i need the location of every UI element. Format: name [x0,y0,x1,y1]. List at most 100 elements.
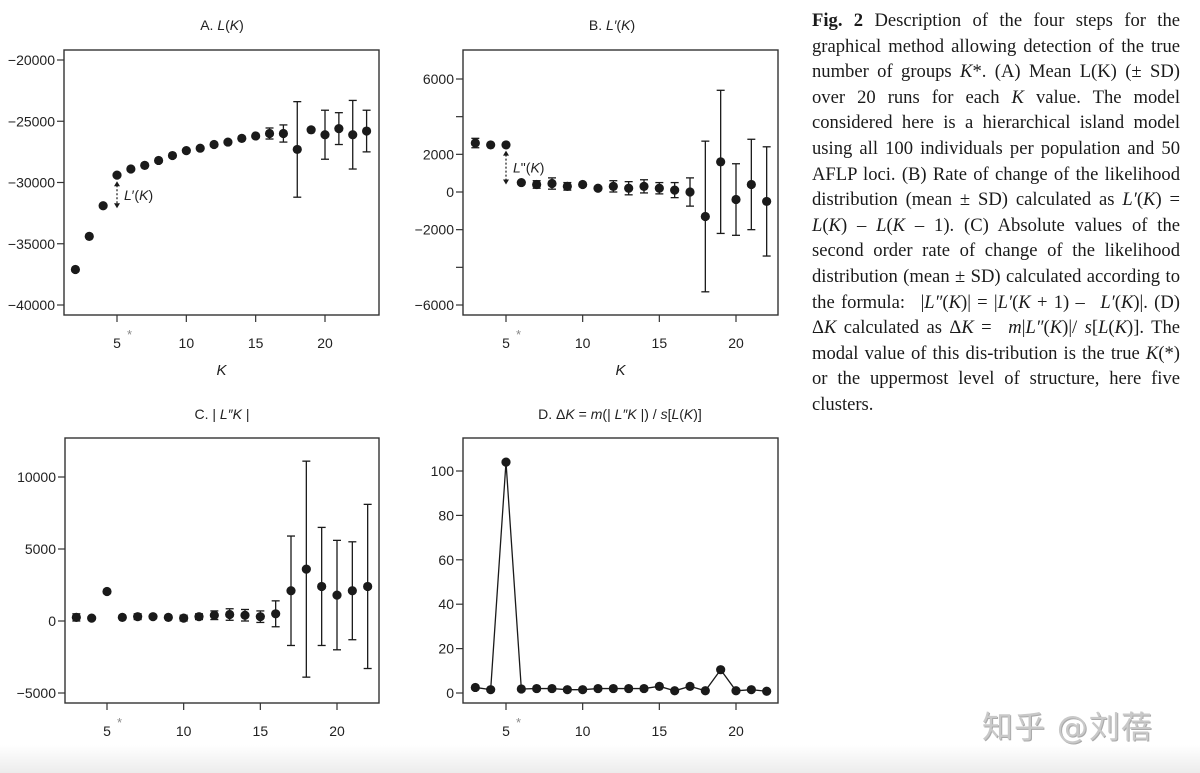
caption-segment: K [1120,291,1134,313]
data-point [470,682,480,693]
data-point [320,130,330,140]
data-point [225,609,235,620]
data-point [624,683,634,694]
caption-segment: ( [1043,317,1050,339]
annotation-label-segment: K [139,187,149,203]
caption-segment: K [961,317,974,339]
panel-title-segment: L [671,406,679,422]
arrow-head-down-icon [114,203,120,209]
caption-segment: K [1114,317,1128,339]
data-point [639,181,649,191]
data-point [209,610,219,620]
data-point [209,139,219,150]
caption-segment: K [1011,86,1024,108]
caption-segment: ( [1012,291,1019,313]
panel-title-segment: K [621,17,631,33]
data-point [278,128,288,139]
data-point [148,612,158,622]
y-tick-label: 10000 [17,469,56,485]
caption-segment: L′ [997,291,1013,313]
data-point [237,133,247,143]
x-tick-label: 5 [502,335,510,351]
x-tick-label: 10 [575,335,591,351]
data-point [87,613,97,623]
panel-title-segment: )] [693,406,702,422]
caption-segment: L′ [1122,189,1137,211]
data-point [547,683,557,694]
true-k-star: * [117,715,122,730]
caption-segment: s [1084,317,1092,339]
caption-segment: K [1143,189,1156,211]
panel-title: A. L(K) [200,17,244,33]
data-point [716,665,726,675]
caption-segment: *. (A) Mean L(K) (± SD) over 20 runs for… [812,61,1180,108]
y-tick-label: −5000 [17,685,57,701]
data-point [347,586,357,596]
data-point [516,177,526,188]
data-point [608,181,618,191]
data-point [363,581,373,592]
caption-segment: Fig. 2 [812,10,864,31]
panel-title-segment: A. [200,17,217,33]
panel-title: C. | L″K | [194,406,249,422]
data-point [264,128,275,139]
data-point [240,610,250,620]
caption-segment: K [960,61,973,83]
figure-panels: A. L(K)−20000−25000−30000−35000−400005*1… [8,17,779,767]
caption-segment: K [828,214,841,236]
data-point [223,137,233,147]
y-tick-label: 0 [48,613,56,629]
data-point [670,185,680,195]
panel-title-segment: (| [602,406,614,422]
caption-segment: – 1). (C) Absolute values of the second … [812,214,1180,313]
data-point [71,612,81,623]
data-point [746,685,756,695]
true-k-star: * [516,715,521,730]
caption-segment: value. The model considered here is a hi… [812,86,1181,211]
data-point [762,686,772,696]
y-tick-label: 40 [438,596,454,612]
data-point [271,609,281,619]
y-tick-label: 20 [438,641,454,657]
caption-segment: | [1021,317,1026,339]
data-point [731,194,741,205]
data-point [547,178,557,189]
data-point [112,170,122,180]
annotation-label-segment: L [513,160,521,176]
x-tick-label: 5 [103,723,111,739]
panel-title-segment: C. | [194,406,219,422]
caption-segment: + 1) – [1030,291,1101,313]
arrow-head-up-icon [503,150,509,156]
arrow-head-up-icon [114,181,120,187]
panel-title-segment: ( [616,17,621,33]
y-tick-label: 0 [446,184,454,200]
x-tick-label: 5 [502,723,510,739]
panel-title-segment: | [242,406,250,422]
caption-segment: L [876,214,887,236]
y-tick-label: 5000 [25,541,56,557]
caption-segment: )]. The modal value of this dis-tributio… [812,317,1180,364]
data-point [140,160,150,170]
annotation-label-segment: ′( [132,187,140,203]
data-point [486,140,496,150]
x-axis-label: K [615,362,626,379]
x-tick-label: 15 [248,335,264,351]
caption-segment: L [812,214,823,236]
data-point [486,685,496,695]
annotation-label-segment: ) [148,187,153,203]
data-point [317,581,327,592]
caption-segment: Description of the four steps for the gr… [812,10,1180,83]
data-point [593,183,603,193]
panel-title-segment: L′ [606,17,618,33]
data-point [194,612,204,622]
panel-title-segment: ) [630,17,635,33]
caption-segment: )|. (D) Δ [812,291,1180,339]
data-point [501,457,511,467]
annotation-label: L′(K) [124,187,153,203]
panel-title-segment: B. [589,17,606,33]
caption-segment: L″ [1025,317,1044,339]
data-point [117,612,127,623]
data-point [102,586,112,597]
annotation-label-segment: "( [521,160,531,176]
